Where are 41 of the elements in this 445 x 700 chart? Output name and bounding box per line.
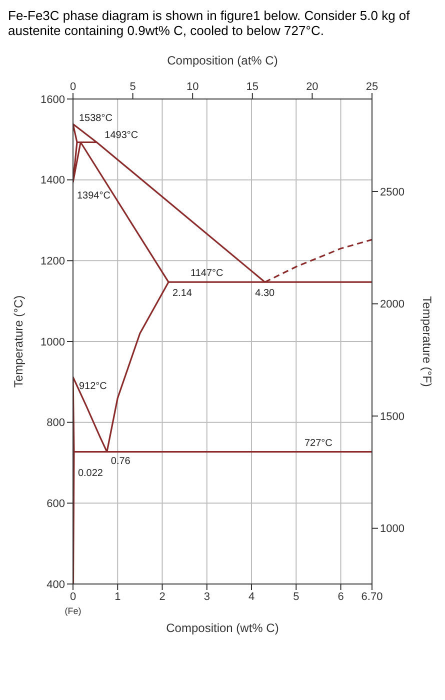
y-tick-label: 400 xyxy=(46,578,65,591)
annotation: 1147°C xyxy=(190,268,224,280)
annotation: 1538°C xyxy=(79,113,112,124)
x2-tick-label: 20 xyxy=(306,81,318,93)
x2-tick-label: 15 xyxy=(246,81,259,93)
annotation: 912°C xyxy=(79,381,107,392)
y-tick-label: 1600 xyxy=(40,94,65,106)
annotation: 1493°C xyxy=(104,130,138,142)
x-tick-label: 4 xyxy=(248,590,255,603)
x2-tick-label: 10 xyxy=(186,81,199,93)
x-tick-label: 5 xyxy=(293,590,300,603)
y-tick-label: 800 xyxy=(46,417,65,430)
x2-tick-label: 0 xyxy=(70,81,76,93)
text: (Fe) xyxy=(64,606,82,616)
y-tick-label: 1200 xyxy=(40,256,65,268)
x-tick-label: 1 xyxy=(114,590,121,603)
annotation: 2.14 xyxy=(172,288,192,300)
annotation: 0.76 xyxy=(110,456,131,467)
y2-axis-title: Temperature (°F) xyxy=(420,296,434,387)
annotation: 1394°C xyxy=(77,190,110,202)
x-axis-title: Composition (wt% C) xyxy=(166,621,279,635)
y-tick-label: 600 xyxy=(46,498,65,510)
x2-tick-label: 5 xyxy=(130,81,136,93)
y-axis-title: Temperature (°C) xyxy=(11,295,26,388)
y2-tick-label: 2000 xyxy=(380,298,404,311)
y2-tick-label: 2500 xyxy=(380,186,404,198)
y-tick-label: 1400 xyxy=(40,174,65,187)
annotation: 4.30 xyxy=(255,288,276,300)
y2-tick-label: 1500 xyxy=(380,410,404,423)
x2-axis-title: Composition (at% C) xyxy=(167,54,278,68)
x2-tick-label: 25 xyxy=(366,81,378,93)
y-tick-label: 1000 xyxy=(40,336,65,348)
annotation: 727°C xyxy=(304,438,332,449)
chart-title: Fe-Fe3C phase diagram is shown in figure1 below. Consider 5.0 kg of austenite containing 0.9wt% C, cooled to below 727°C. xyxy=(8,8,411,38)
x-tick-label: 2 xyxy=(159,590,166,603)
x-tick-label: 0 xyxy=(70,590,76,603)
x-tick-label: 3 xyxy=(204,590,210,603)
x-tick-label: 6 xyxy=(338,590,344,603)
annotation: 0.022 xyxy=(78,468,104,479)
y2-tick-label: 1000 xyxy=(380,523,404,536)
x-tick-label: 6.70 xyxy=(361,590,383,603)
